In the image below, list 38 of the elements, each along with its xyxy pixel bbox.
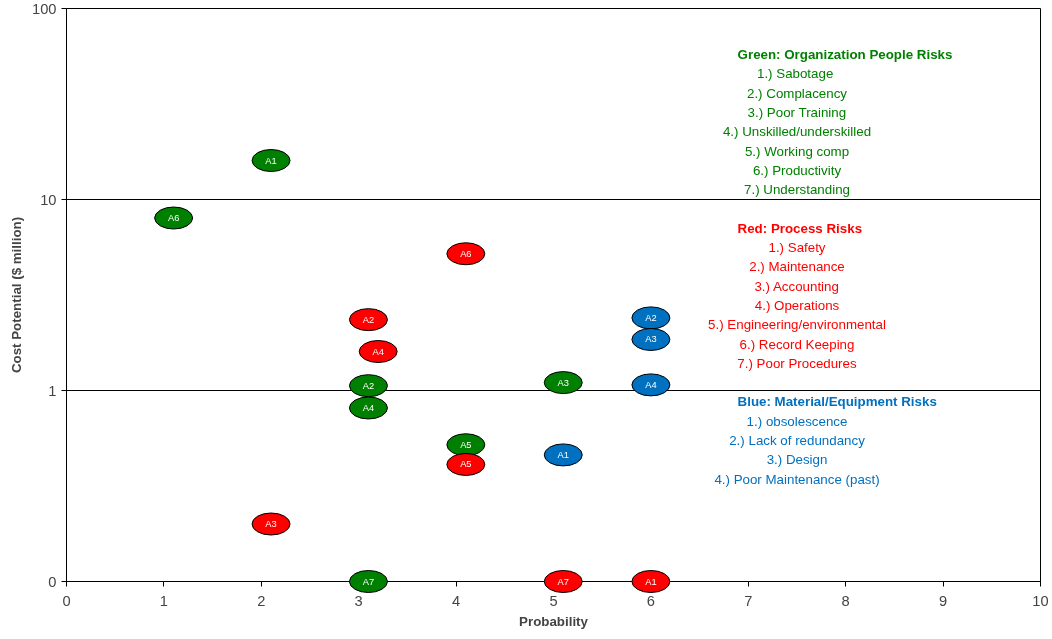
y-axis-title: Cost Potential ($ million) xyxy=(9,216,25,374)
annotation: 3.) Design xyxy=(766,452,828,468)
annotation: 2.) Complacency xyxy=(747,85,848,101)
y-tick-label: 10 xyxy=(40,191,57,208)
annotation: 4.) Unskilled/underskilled xyxy=(722,124,872,140)
annotation: 2.) Maintenance xyxy=(749,259,845,275)
x-tick-label: 5 xyxy=(549,592,558,609)
annotation: 3.) Accounting xyxy=(754,278,839,294)
x-axis-title: Probability xyxy=(519,613,589,629)
annotation: 2.) Lack of redundancy xyxy=(729,433,866,448)
x-tick-label: 8 xyxy=(841,592,850,609)
x-tick-label: 9 xyxy=(939,592,948,609)
annotation: 5.) Working comp xyxy=(744,143,850,159)
text: Red: Process Risks xyxy=(737,220,863,236)
x-tick-label: 7 xyxy=(744,592,753,609)
annotation: 4.) Operations xyxy=(754,297,840,313)
annotation: 1.) Safety xyxy=(768,240,826,255)
annotation: 7.) Poor Procedures xyxy=(737,355,857,371)
x-tick-label: 4 xyxy=(452,592,461,609)
y-tick-label: 0 xyxy=(48,573,57,590)
y-tick-label: 1 xyxy=(48,382,57,399)
annotation: 3.) Poor Training xyxy=(747,104,847,120)
annotation: 6.) Productivity xyxy=(752,162,842,178)
annotation: 4.) Poor Maintenance (past) xyxy=(714,471,880,487)
annotation: 7.) Understanding xyxy=(744,182,850,198)
text: Blue: Material/Equipment Risks xyxy=(737,394,937,410)
annotation: 1.) Sabotage xyxy=(756,66,834,82)
x-tick-label: 3 xyxy=(354,592,363,609)
x-tick-label: 0 xyxy=(62,592,71,609)
x-tick-label: 10 xyxy=(1032,592,1049,609)
annotation: 6.) Record Keeping xyxy=(739,336,855,352)
text: Green: Organization People Risks xyxy=(737,47,953,62)
y-tick-label: 100 xyxy=(32,0,57,17)
x-tick-label: 6 xyxy=(646,592,655,609)
annotation: 1.) obsolescence xyxy=(746,413,848,429)
annotation: 5.) Engineering/environmental xyxy=(708,317,886,333)
x-tick-label: 1 xyxy=(159,592,168,609)
x-tick-label: 2 xyxy=(257,592,266,609)
